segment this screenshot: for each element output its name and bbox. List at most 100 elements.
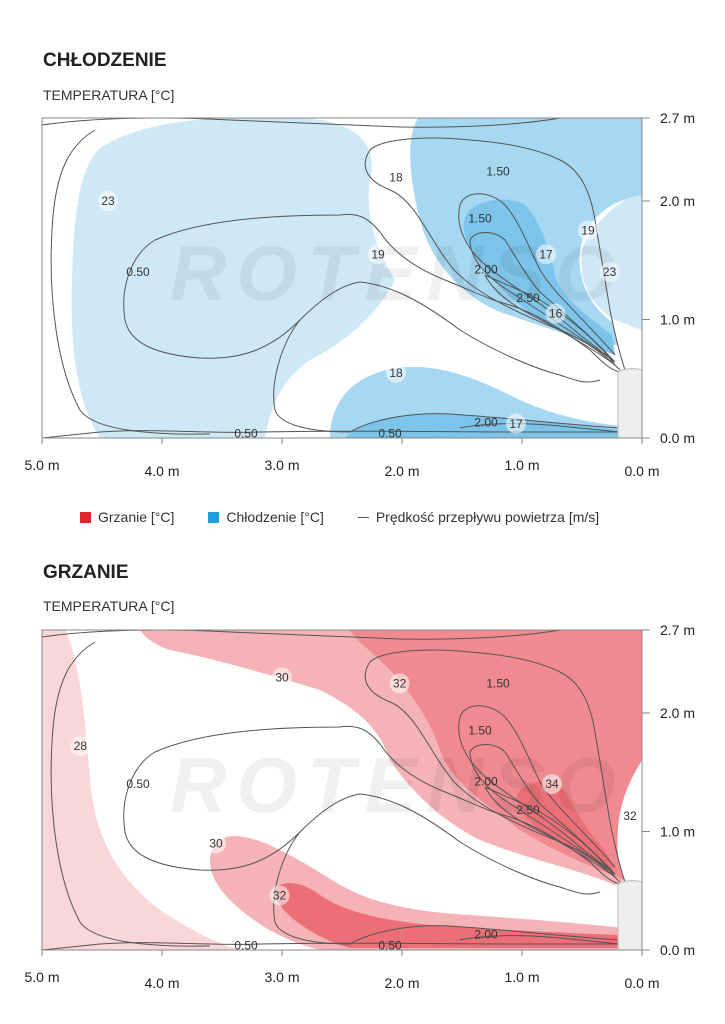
cool-temperature-label: 23 [603, 265, 617, 279]
heat-plot-frame [41, 629, 643, 951]
cool-velocity-label: 0.50 [378, 426, 402, 440]
heat-y-tick-label: 2.0 m [660, 705, 695, 721]
legend-heating-swatch [80, 511, 91, 523]
heat-x-tick-label: 1.0 m [504, 969, 539, 985]
cool-temperature-label: 23 [101, 194, 115, 208]
heat-labels-layer: 30 32 28 34 32 30 32 1.50 1.50 2.00 2.50 0.50 0.50 0.… [70, 667, 640, 952]
cool-contour-250 [484, 274, 616, 366]
legend-velocity: Prędkość przepływu powietrza [m/s] [357, 509, 600, 525]
heat-x-tick-label: 2.0 m [384, 975, 419, 991]
cool-zone-23-left [71, 118, 395, 438]
heating-subtitle: TEMPERATURA [°C] [43, 598, 175, 614]
heat-temperature-badge [542, 774, 562, 795]
legend: Grzanie [°C] Chłodzenie [°C] Prędkość pr… [80, 509, 633, 525]
cooling-subtitle: TEMPERATURA [°C] [43, 87, 175, 103]
heat-temperature-badge [206, 833, 226, 854]
cool-zone-23-right [581, 118, 642, 330]
heat-watermark: ROTENSO [170, 741, 626, 829]
cool-temperature-label: 19 [371, 247, 385, 261]
heat-temperature-label: 30 [209, 836, 223, 850]
cool-y-tick-label: 2.7 m [660, 110, 695, 126]
cool-temperature-label: 16 [549, 307, 563, 321]
cool-diffuser [617, 368, 642, 438]
cool-velocity-label: 1.50 [468, 212, 492, 226]
cool-velocity-label: 1.50 [486, 164, 510, 178]
heat-velocity-label: 2.00 [474, 928, 498, 942]
legend-velocity-label: Prędkość przepływu powietrza [m/s] [375, 509, 600, 525]
cool-y-tick-label: 1.0 m [660, 311, 695, 327]
heat-velocity-label: 1.50 [468, 724, 492, 738]
heat-zone-28 [42, 630, 240, 950]
heat-temperature-badge [389, 673, 410, 694]
legend-cooling-swatch [208, 511, 220, 523]
heat-x-tick-label: 4.0 m [144, 975, 179, 991]
heat-contour-050-left [50, 641, 211, 947]
cool-temperature-label: 18 [389, 170, 403, 184]
heat-temperature-label: 34 [545, 777, 559, 791]
cool-temperature-badge [368, 244, 388, 265]
heat-temperature-label: 28 [74, 739, 88, 753]
heat-velocity-label: 0.50 [378, 938, 402, 952]
cool-zone-17-core [463, 199, 615, 355]
legend-heating: Grzanie [°C] [80, 509, 174, 525]
cool-y-tick-label: 2.0 m [660, 193, 695, 209]
heat-velocity-label: 2.50 [516, 803, 540, 817]
heat-zone-34 [516, 781, 615, 870]
heat-temperature-label: 32 [393, 676, 407, 690]
heat-zone-30-top [140, 630, 625, 885]
heat-y-tick-label: 2.7 m [660, 622, 695, 638]
heat-axes-layer: 5.0 m 4.0 m 3.0 m 2.0 m 1.0 m 0.0 m 0.0 m 1.0 m… [24, 622, 695, 991]
cool-x-tick-label: 5.0 m [24, 457, 59, 473]
cool-velocity-label: 0.50 [234, 426, 258, 440]
cool-velocity-label: 2.00 [474, 416, 498, 430]
cool-contour-050-left [50, 129, 211, 435]
cool-x-tick-label: 3.0 m [264, 457, 299, 473]
heat-temperature-label: 32 [273, 888, 287, 902]
cool-temperature-label: 17 [539, 247, 553, 261]
cool-x-tick-label: 2.0 m [384, 463, 419, 479]
heat-contour-mid2 [273, 793, 601, 945]
heat-contour-050-mid [123, 725, 621, 885]
heat-x-tick-label: 0.0 m [624, 975, 659, 991]
cool-contour-050-mid [123, 213, 621, 373]
cool-temperature-badge [599, 262, 620, 283]
heat-temperature-badge [269, 885, 290, 906]
cool-temperature-label: 19 [581, 224, 595, 238]
cool-velocity-label: 2.00 [474, 263, 498, 277]
cool-x-tick-label: 0.0 m [624, 463, 659, 479]
cool-y-tick-label: 0.0 m [660, 430, 695, 446]
cool-temperature-badge [545, 303, 566, 324]
cool-temperature-badge [578, 220, 598, 241]
legend-heating-label: Grzanie [°C] [98, 509, 175, 525]
legend-cooling-label: Chłodzenie [°C] [226, 509, 324, 525]
cool-velocity-label: 0.50 [126, 265, 150, 279]
cool-temperature-badge [98, 190, 118, 211]
heat-velocity-label: 0.50 [126, 777, 150, 791]
heat-x-tick-label: 5.0 m [24, 969, 59, 985]
heat-contour-250 [484, 786, 616, 878]
cool-contour-mid2 [273, 281, 601, 433]
heat-zone-32-bottom [274, 883, 620, 948]
heat-contour-bottom-jet [349, 925, 621, 945]
heat-diffuser [617, 880, 642, 950]
cool-temperature-badge [386, 362, 406, 383]
heat-velocity-label: 1.50 [486, 676, 510, 690]
heat-velocity-label: 2.00 [474, 775, 498, 789]
heat-velocity-label: 0.50 [234, 938, 258, 952]
cool-temperature-badge [506, 413, 526, 434]
cool-x-tick-label: 1.0 m [504, 457, 539, 473]
heat-temperature-label: 30 [275, 670, 289, 684]
heat-contour-150 [458, 705, 616, 875]
cool-temperature-label: 17 [509, 417, 523, 431]
legend-velocity-line [357, 516, 369, 518]
cool-x-tick-label: 4.0 m [144, 463, 179, 479]
cool-contour-bottom-jet [349, 413, 621, 433]
cool-contour-top [364, 137, 626, 371]
cool-axes-layer: 5.0 m 4.0 m 3.0 m 2.0 m 1.0 m 0.0 m 0.0 m 1.0 m… [24, 110, 695, 479]
legend-cooling: Chłodzenie [°C] [208, 509, 324, 525]
heat-temperature-badge [70, 736, 91, 757]
cool-watermark: ROTENSO [170, 229, 626, 317]
heat-contour-top [364, 649, 626, 883]
cool-temperature-badge [536, 244, 556, 265]
